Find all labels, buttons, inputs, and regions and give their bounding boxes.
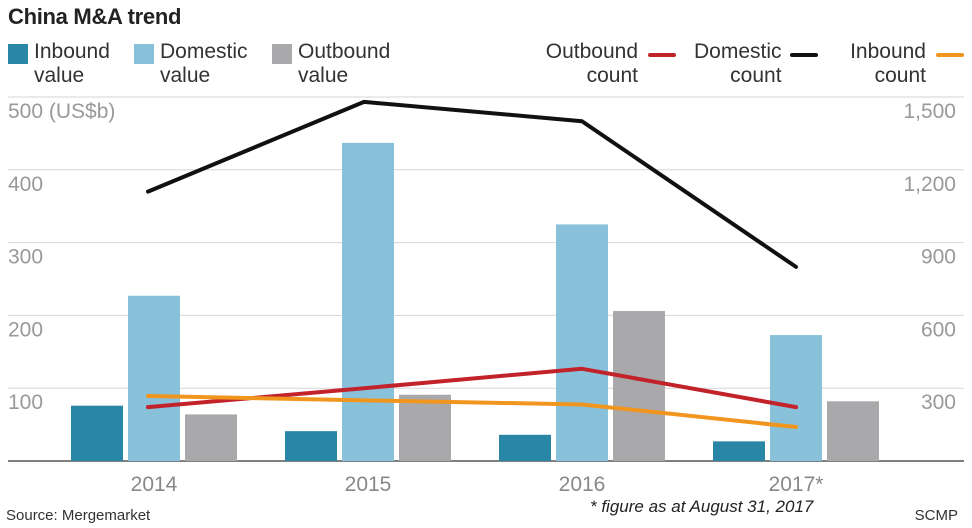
x-axis-tick-label: 2015: [345, 473, 392, 496]
right-axis-tick-label: 900: [921, 246, 956, 269]
left-axis-unit-label: 500 (US$b): [8, 100, 115, 123]
left-axis-tick-label: 300: [8, 246, 43, 269]
legend-label: Outbound: [545, 40, 638, 63]
legend-label: value: [160, 64, 211, 87]
legend-label: Outbound: [298, 40, 391, 63]
legend-label: count: [730, 64, 782, 87]
footnote: * figure as at August 31, 2017: [590, 497, 814, 516]
line-inbound-count: [146, 393, 798, 430]
bar-domestic-value: [342, 142, 394, 461]
left-axis-tick-label: 100: [8, 391, 43, 414]
right-axis-tick-label: 1,200: [903, 173, 956, 196]
legend-label: Domestic: [160, 40, 248, 63]
bar-outbound-value: [185, 414, 237, 461]
bar-domestic-value: [770, 335, 822, 461]
bar-inbound-value: [71, 405, 123, 461]
legend-domestic-value: Domestic value: [134, 40, 248, 88]
bar-outbound-value: [613, 311, 665, 461]
legend-swatch-inbound-value: [8, 44, 28, 64]
legend-label: Inbound: [850, 40, 926, 63]
left-axis-tick-label: 200: [8, 318, 43, 341]
x-axis-tick-label: 2017*: [769, 473, 824, 496]
x-axis-tick-label: 2016: [559, 473, 606, 496]
bar-outbound-value: [827, 401, 879, 461]
right-axis-tick-label: 1,500: [903, 100, 956, 123]
x-axis-tick-label: 2014: [131, 473, 178, 496]
bar-inbound-value: [713, 441, 765, 461]
credit: SCMP: [914, 507, 958, 524]
legend-label: Inbound: [34, 40, 110, 63]
source-note: Source: Mergemarket: [6, 507, 151, 524]
right-axis-tick-label: 300: [921, 391, 956, 414]
legend-swatch-domestic-value: [134, 44, 154, 64]
legend-line-domestic-count: [790, 53, 818, 57]
legend-outbound-count: Outbound count: [538, 40, 678, 88]
legend-line-outbound-count: [648, 53, 676, 57]
bar-outbound-value: [399, 394, 451, 461]
line-domestic-count: [146, 99, 798, 269]
bar-inbound-value: [285, 431, 337, 461]
legend-outbound-value: Outbound value: [272, 40, 390, 88]
legend-label: count: [586, 64, 638, 87]
bar-inbound-value: [499, 434, 551, 461]
chart-title: China M&A trend: [8, 4, 182, 29]
bar-domestic-value: [556, 224, 608, 461]
legend-label: value: [298, 64, 349, 87]
legend-swatch-outbound-value: [272, 44, 292, 64]
bar-domestic-value: [128, 295, 180, 461]
legend-domestic-count: Domestic count: [694, 40, 820, 88]
left-axis-tick-label: 400: [8, 173, 43, 196]
legend-line-inbound-count: [936, 53, 964, 57]
legend-inbound-count: Inbound count: [844, 40, 966, 88]
legend-label: count: [874, 64, 926, 87]
legend-inbound-value: Inbound value: [8, 40, 110, 88]
legend-label: value: [34, 64, 85, 87]
right-axis-tick-label: 600: [921, 318, 956, 341]
legend-label: Domestic: [694, 40, 782, 63]
